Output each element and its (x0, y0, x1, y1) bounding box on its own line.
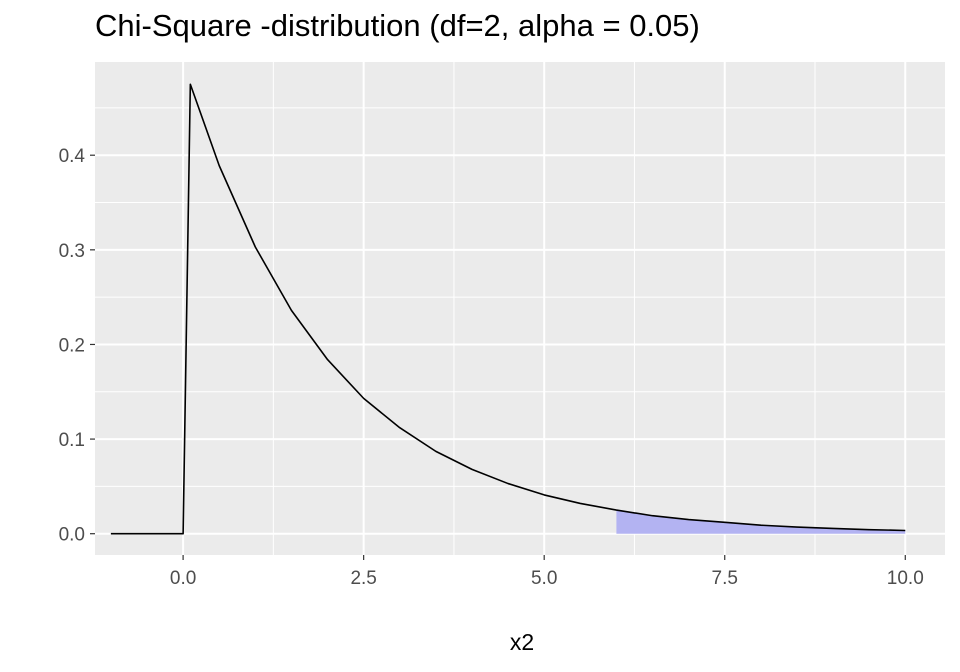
shaded-region-layer (616, 510, 906, 534)
x-tick-label: 10.0 (887, 568, 924, 589)
x-tick-label: 5.0 (531, 568, 557, 589)
x-tick-label: 2.5 (350, 568, 376, 589)
major-gridlines (95, 62, 945, 555)
x-tick-label: 7.5 (712, 568, 738, 589)
y-tick-label: 0.1 (59, 430, 85, 451)
x-tick-label: 0.0 (170, 568, 196, 589)
plot-panel (95, 62, 945, 555)
y-tick-label: 0.4 (59, 146, 86, 167)
density-line-layer (110, 83, 906, 535)
chart-title: Chi-Square -distribution (df=2, alpha = … (95, 8, 700, 43)
y-tick-label: 0.3 (59, 241, 85, 262)
x-axis-title: x2 (510, 629, 534, 655)
minor-gridlines (95, 62, 945, 555)
axis-ticks (90, 154, 906, 560)
tick-labels: 0.0 2.5 5.0 7.5 10.0 0.0 0.1 0.2 0.3 0.4 (59, 146, 924, 589)
shaded-tail-area (616, 510, 906, 534)
y-tick-label: 0.2 (59, 335, 85, 356)
y-tick-label: 0.0 (59, 525, 85, 546)
